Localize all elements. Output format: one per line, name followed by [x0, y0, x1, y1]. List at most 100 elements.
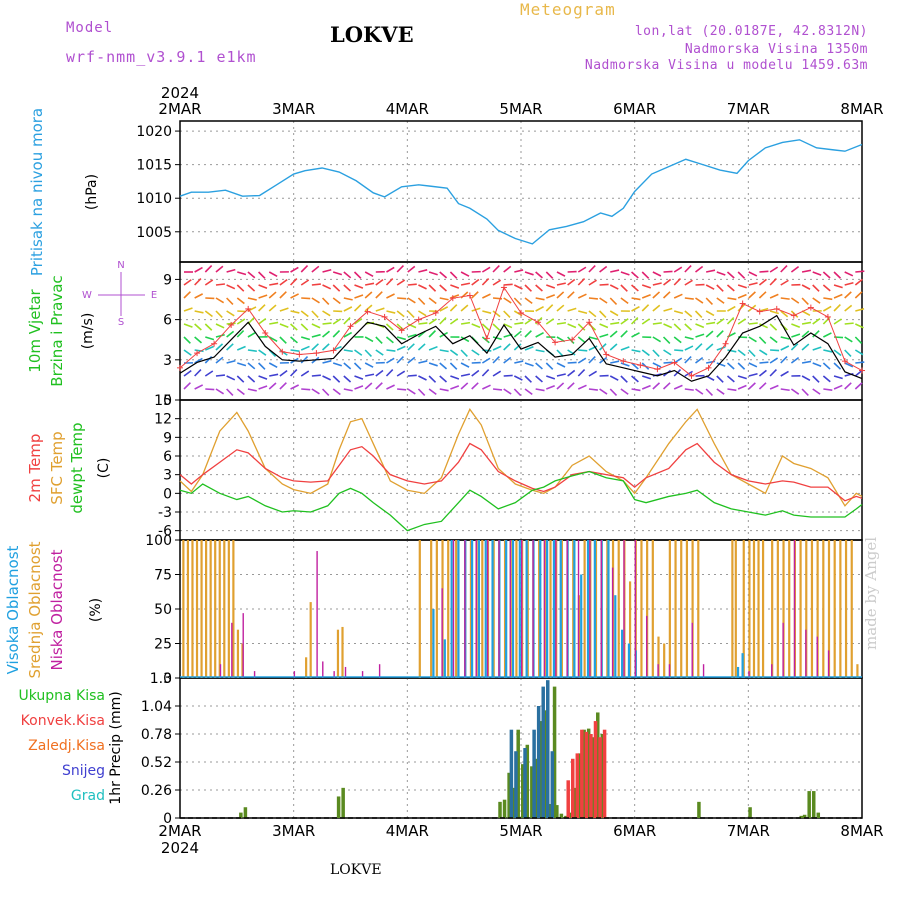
wind-arrow	[662, 382, 671, 390]
wind-arrow	[620, 271, 630, 276]
wind-arrow	[311, 374, 321, 377]
wind-arrow	[801, 284, 811, 290]
precip-bar-snow	[514, 751, 518, 818]
cloud-bar-mid	[492, 540, 495, 678]
wind-arrow	[748, 291, 756, 299]
wind-arrow	[599, 283, 609, 286]
wind-arrow	[354, 375, 364, 380]
wind-arrow	[311, 343, 319, 351]
wind-arrow	[418, 360, 428, 364]
wind-arrow	[716, 362, 726, 367]
cloud-bar-mid	[515, 540, 518, 678]
wind-arrow	[428, 318, 437, 325]
cloud-bar-mid	[232, 540, 235, 678]
wind-arrow	[588, 279, 597, 286]
wind-arrow	[812, 388, 821, 395]
wind-arrow	[726, 362, 735, 370]
wind-arrow	[396, 279, 406, 286]
wind-arrow	[215, 323, 225, 329]
wind-arrow	[332, 318, 342, 325]
wind-arrow	[439, 306, 449, 312]
cloud-bar-high	[559, 540, 562, 678]
cloud-bar-low	[242, 613, 244, 678]
model-name: wrf-nmm_v3.9.1 e1km	[66, 48, 257, 66]
wind-arrow	[535, 349, 545, 353]
cloud-bar-low	[827, 650, 830, 678]
wind-arrow	[759, 361, 769, 364]
precip-bar-rain	[516, 729, 520, 818]
wind-arrow	[812, 297, 821, 304]
cloud-bar-mid	[734, 540, 737, 678]
cloud-bar-high	[573, 540, 576, 678]
wind-arrow	[503, 388, 512, 395]
wind-arrow	[684, 310, 693, 318]
cloud-bar-mid	[305, 657, 308, 678]
wind-arrow	[279, 307, 289, 312]
cloud-bar-high	[505, 540, 508, 678]
wind-arrow	[663, 323, 673, 329]
wind-arrow	[844, 382, 852, 390]
wind-arrow	[343, 331, 353, 338]
cloud-bar-mid	[663, 643, 666, 678]
wind-arrow	[311, 388, 320, 395]
wind-arrow	[439, 297, 449, 301]
wind-arrow	[407, 283, 417, 286]
wind-arrow	[396, 323, 405, 331]
wind-arrow	[631, 305, 640, 312]
wind-arrow	[609, 284, 619, 290]
wind-arrow	[662, 291, 671, 299]
wind-arrow	[215, 343, 224, 351]
wind-arrow	[769, 266, 779, 273]
wind-arrow	[428, 388, 437, 396]
cloud-bar-mid	[640, 540, 643, 678]
wind-arrow	[300, 279, 310, 286]
wind-arrow	[386, 349, 396, 352]
cloud-bar-mid	[657, 636, 660, 678]
wind-arrow	[439, 388, 449, 392]
wind-arrow	[247, 388, 257, 392]
wind-arrow	[684, 345, 694, 351]
date-tick-label-bottom: 3MAR	[272, 822, 315, 840]
wind-arrow	[321, 388, 330, 396]
wind-arrow	[205, 336, 215, 341]
wind-arrow	[503, 323, 513, 329]
wind-arrow	[641, 375, 652, 380]
cloud-bar-low	[543, 540, 546, 678]
cloud-bar-high	[607, 540, 610, 678]
wind-arrow	[492, 356, 500, 364]
wind-arrow	[737, 284, 747, 289]
precip-bar-snow	[536, 706, 541, 818]
wind-arrow	[737, 293, 747, 299]
wind-arrow	[492, 310, 501, 318]
wind-arrow	[737, 349, 746, 357]
cloud-bar-high	[539, 540, 542, 678]
wind-arrow	[481, 323, 490, 331]
wind-arrow	[449, 271, 458, 279]
wind-arrow	[726, 284, 735, 292]
wind-arrow	[535, 362, 543, 370]
wind-arrow	[599, 343, 607, 351]
wind-arrow	[205, 388, 215, 391]
wind-arrow	[514, 360, 524, 364]
wind-arrow	[258, 362, 266, 370]
wind-arrow	[609, 297, 618, 306]
wind-arrow	[183, 336, 191, 344]
wind-arrow	[322, 322, 332, 325]
wind-arrow	[300, 265, 309, 273]
wind-arrow	[215, 388, 225, 395]
wind-arrow	[791, 323, 801, 329]
wind-arrow	[321, 297, 330, 305]
wind-arrow	[801, 330, 810, 338]
wind-arrow	[236, 330, 245, 338]
wind-arrow	[364, 373, 375, 377]
wind-arrow	[290, 349, 300, 352]
wind-arrow	[578, 349, 588, 352]
date-tick-label-top: 3MAR	[272, 100, 315, 118]
cloud-bar-mid	[651, 540, 654, 678]
cloud-bar-high	[741, 653, 744, 678]
wind-arrow	[194, 357, 203, 364]
wind-arrow	[194, 349, 204, 353]
wind-arrow	[236, 284, 245, 292]
temp-unit-label: (C)	[96, 458, 112, 479]
wind-arrow	[695, 388, 704, 395]
